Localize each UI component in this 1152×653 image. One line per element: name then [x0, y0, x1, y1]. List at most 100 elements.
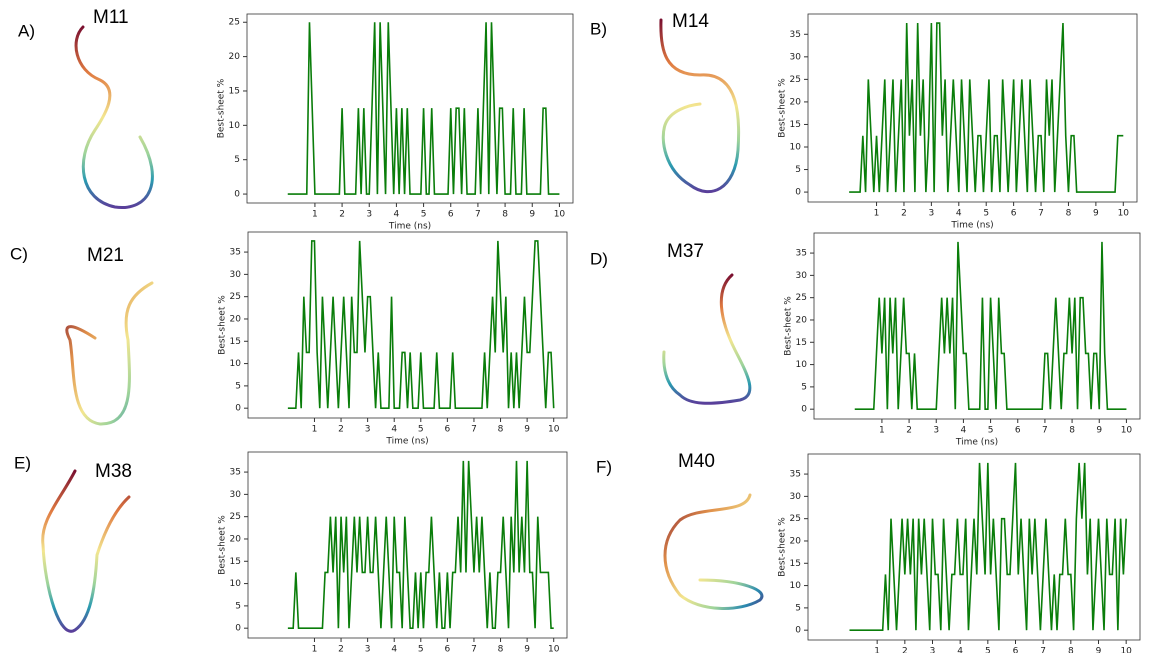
y-axis-label: Best-sheet % [218, 515, 228, 575]
y-tick-label: 25 [230, 512, 241, 522]
y-tick-label: 20 [796, 315, 808, 325]
x-tick-label: 4 [961, 426, 967, 436]
x-tick-label: 4 [957, 647, 963, 653]
x-tick-label: 7 [475, 210, 481, 220]
y-tick-label: 30 [230, 490, 242, 500]
x-tick-label: 2 [901, 209, 907, 219]
y-tick-label: 15 [229, 86, 240, 96]
x-tick-label: 7 [1042, 426, 1048, 436]
x-tick-label: 2 [338, 645, 344, 653]
y-axis-label: Best-sheet % [784, 296, 794, 356]
y-tick-label: 0 [235, 404, 241, 414]
data-line [849, 22, 1124, 193]
structure [663, 493, 764, 610]
y-tick-label: 15 [790, 559, 801, 569]
y-tick-label: 20 [230, 534, 242, 544]
y-tick-label: 25 [796, 293, 807, 303]
x-tick-label: 9 [1096, 647, 1102, 653]
plot-frame [246, 13, 574, 204]
x-tick-label: 3 [933, 426, 939, 436]
y-tick-label: 30 [790, 52, 802, 62]
x-tick-label: 3 [365, 425, 371, 435]
y-tick-label: 20 [790, 536, 802, 546]
y-axis-label: Best-sheet % [778, 517, 788, 577]
x-tick-label: 10 [548, 645, 560, 653]
y-tick-label: 0 [234, 190, 240, 200]
structure [74, 25, 154, 209]
x-tick-label: 2 [338, 425, 344, 435]
y-tick-label: 0 [235, 624, 241, 634]
x-tick-label: 8 [1066, 209, 1072, 219]
y-tick-label: 20 [229, 52, 241, 62]
y-tick-label: 35 [790, 30, 801, 40]
x-tick-label: 6 [1011, 209, 1017, 219]
x-tick-label: 3 [366, 210, 372, 220]
y-tick-label: 15 [796, 338, 807, 348]
y-tick-label: 5 [235, 601, 241, 611]
x-tick-label: 5 [988, 426, 994, 436]
x-tick-label: 1 [312, 425, 318, 435]
data-line [849, 462, 1127, 631]
x-axis-label: Time (ns) [950, 221, 993, 231]
x-tick-label: 1 [879, 426, 885, 436]
x-tick-label: 9 [529, 210, 535, 220]
y-tick-label: 0 [801, 405, 807, 415]
x-tick-label: 7 [1040, 647, 1046, 653]
y-tick-label: 0 [795, 626, 801, 636]
y-tick-label: 15 [790, 120, 801, 130]
y-tick-label: 30 [230, 270, 242, 280]
y-tick-label: 10 [790, 581, 802, 591]
model-label: M40 [678, 451, 715, 472]
y-tick-label: 35 [230, 468, 241, 478]
x-axis-label: Time (ns) [955, 438, 998, 448]
panel-label: D) [590, 249, 608, 268]
x-tick-label: 8 [498, 425, 504, 435]
plot-frame [247, 451, 568, 639]
y-tick-label: 25 [229, 18, 240, 28]
x-tick-label: 6 [445, 425, 451, 435]
y-tick-label: 5 [234, 155, 240, 165]
x-tick-label: 2 [339, 210, 345, 220]
y-tick-label: 35 [230, 248, 241, 258]
x-tick-label: 6 [1013, 647, 1019, 653]
x-tick-label: 9 [524, 645, 530, 653]
y-tick-label: 10 [796, 360, 808, 370]
y-tick-label: 25 [790, 75, 801, 85]
x-tick-label: 5 [983, 209, 989, 219]
data-line [287, 460, 554, 629]
model-label: M11 [93, 7, 129, 28]
panel-label: C) [10, 244, 28, 263]
x-tick-label: 10 [1118, 209, 1130, 219]
x-tick-label: 10 [1120, 647, 1132, 653]
data-line [287, 22, 560, 195]
y-tick-label: 5 [795, 165, 801, 175]
x-tick-label: 1 [312, 645, 318, 653]
x-tick-label: 4 [956, 209, 962, 219]
y-tick-label: 15 [230, 557, 241, 567]
panel-label: F) [596, 457, 612, 476]
structure [662, 273, 752, 405]
y-tick-label: 5 [235, 381, 241, 391]
x-tick-label: 6 [448, 210, 454, 220]
x-tick-label: 7 [471, 425, 477, 435]
x-tick-label: 4 [391, 425, 397, 435]
y-tick-label: 30 [790, 492, 802, 502]
y-tick-label: 25 [230, 292, 241, 302]
x-tick-label: 7 [1038, 209, 1044, 219]
data-line [854, 241, 1127, 410]
x-tick-label: 4 [394, 210, 400, 220]
x-axis-label: Time (ns) [388, 222, 431, 232]
x-tick-label: 8 [1068, 647, 1074, 653]
y-tick-label: 0 [795, 188, 801, 198]
panel-label: B) [590, 19, 607, 38]
x-tick-label: 1 [874, 647, 880, 653]
x-tick-label: 5 [421, 210, 427, 220]
model-label: M38 [95, 461, 132, 482]
x-axis-label: Time (ns) [385, 437, 428, 447]
x-tick-label: 6 [445, 645, 451, 653]
x-tick-label: 9 [1096, 426, 1102, 436]
model-label: M14 [672, 11, 709, 32]
x-tick-label: 10 [554, 210, 566, 220]
